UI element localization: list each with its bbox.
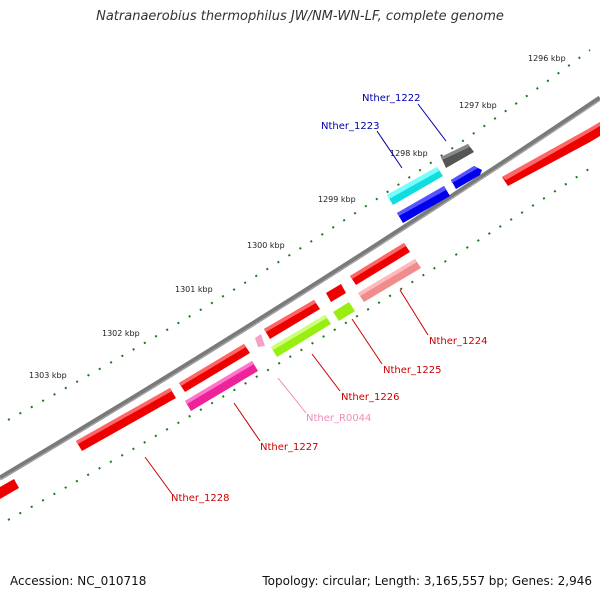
tick-label-1298: 1298 kbp <box>390 149 428 158</box>
genome-backbone <box>0 95 600 481</box>
accession-text: Accession: NC_010718 <box>10 574 147 588</box>
tick-label-1301: 1301 kbp <box>175 285 213 294</box>
gene-feature-salmon[interactable] <box>358 259 421 302</box>
gene-feature-blue-small[interactable] <box>451 166 482 189</box>
gene-label-nther-r0044[interactable]: Nther_R0044 <box>306 413 371 424</box>
tick-label-1297: 1297 kbp <box>459 101 497 110</box>
gene-feature-green[interactable] <box>271 315 331 357</box>
gene-label-nther-1226[interactable]: Nther_1226 <box>341 392 399 403</box>
tick-label-1296: 1296 kbp <box>528 54 566 63</box>
genome-summary-text: Topology: circular; Length: 3,165,557 bp… <box>262 574 592 588</box>
gene-feature-magenta[interactable] <box>185 361 258 411</box>
gene-label-nther-1225[interactable]: Nther_1225 <box>383 365 441 376</box>
leader-lines <box>144 103 447 495</box>
gene-feature-red-small[interactable] <box>326 284 346 302</box>
tick-label-1299: 1299 kbp <box>318 195 356 204</box>
gene-features <box>0 122 600 499</box>
tick-label-1302: 1302 kbp <box>102 329 140 338</box>
gene-feature-red-edge[interactable] <box>0 479 19 499</box>
gene-feature-blue[interactable] <box>397 186 450 223</box>
gene-label-nther-1224[interactable]: Nther_1224 <box>429 336 487 347</box>
gene-label-nther-1227[interactable]: Nther_1227 <box>260 442 318 453</box>
outer-tick-track <box>7 49 591 421</box>
gene-feature-cyan[interactable] <box>387 167 443 205</box>
gene-feature-gray[interactable] <box>441 144 474 168</box>
gene-label-nther-1222[interactable]: Nther_1222 <box>362 93 420 104</box>
gene-feature-rrna[interactable] <box>255 334 265 347</box>
tick-label-1303: 1303 kbp <box>29 371 67 380</box>
gene-label-nther-1223[interactable]: Nther_1223 <box>321 121 379 132</box>
map-title: Natranaerobius thermophilus JW/NM-WN-LF,… <box>96 9 504 24</box>
gene-feature-red-far-left[interactable] <box>76 388 176 451</box>
inner-tick-track <box>7 164 596 521</box>
gene-feature-red-1224a[interactable] <box>350 243 410 285</box>
tick-label-1300: 1300 kbp <box>247 241 285 250</box>
gene-feature-red-right[interactable] <box>502 122 600 186</box>
gene-feature-red-left[interactable] <box>179 344 250 392</box>
gene-feature-red-mid[interactable] <box>264 300 320 339</box>
gene-feature-green-small[interactable] <box>333 302 355 321</box>
gene-label-nther-1228[interactable]: Nther_1228 <box>171 493 229 504</box>
